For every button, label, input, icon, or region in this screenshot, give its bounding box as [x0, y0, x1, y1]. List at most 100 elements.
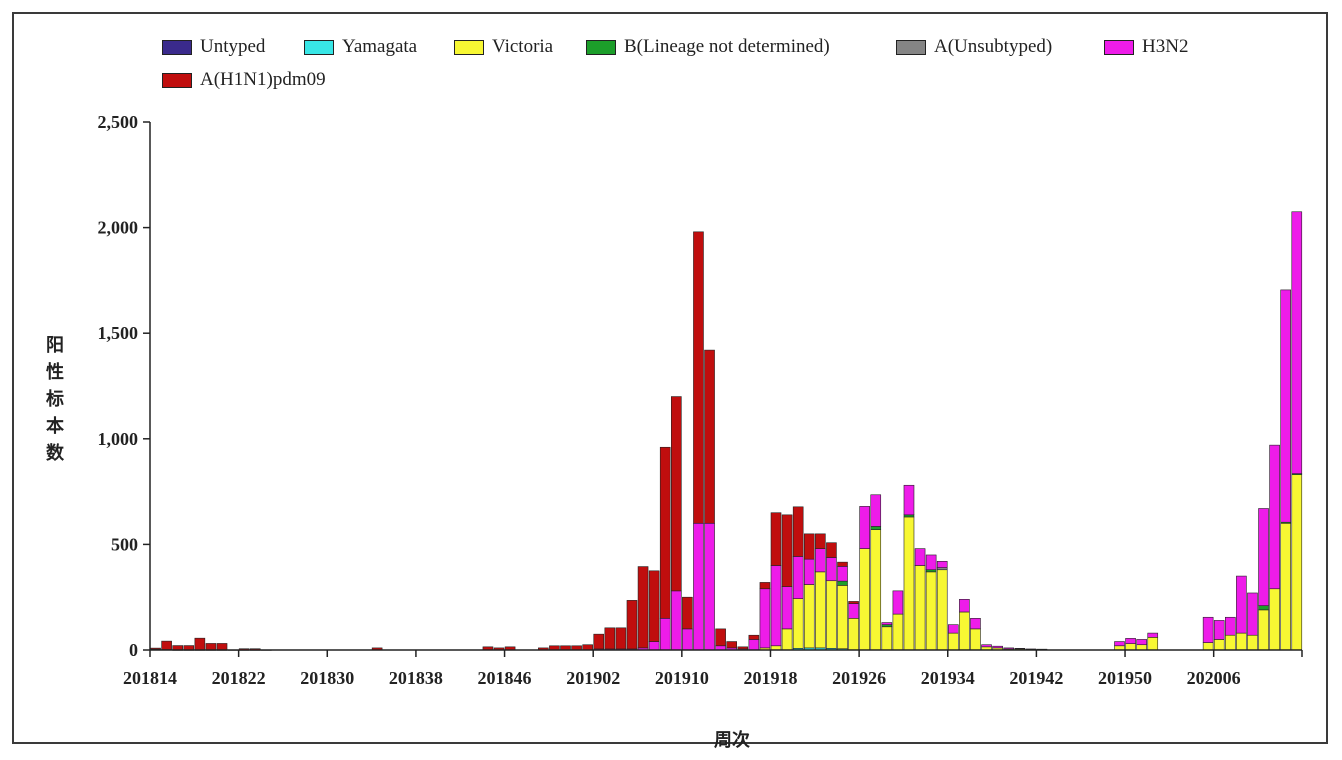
bar-segment [648, 570, 660, 642]
bar-segment [1280, 522, 1291, 651]
x-tick-label: 201822 [212, 668, 266, 688]
bar-segment [870, 529, 882, 651]
legend-label: B(Lineage not determined) [624, 36, 830, 57]
bar-segment [615, 627, 627, 650]
y-tick-label: 2,000 [98, 218, 139, 238]
bar-segment [1225, 616, 1236, 636]
bar-segment [815, 533, 826, 549]
bar-segment [781, 514, 793, 587]
bar-segment [892, 590, 904, 615]
bar-segment [205, 643, 217, 651]
bar-segment [826, 580, 837, 649]
bar-segment [959, 611, 970, 651]
bar-segment [959, 599, 970, 613]
bar-segment [837, 566, 848, 582]
bar-segment [1247, 592, 1258, 636]
bar-segment [604, 627, 616, 650]
bar-segment [792, 598, 804, 649]
bar-segment [837, 561, 848, 567]
bar-segment [848, 618, 859, 651]
bar-segment [682, 596, 693, 630]
bar-segment [1236, 575, 1247, 634]
bar-segment [726, 641, 738, 649]
legend-swatch-victoria [454, 39, 484, 55]
legend-swatch-untyped [162, 39, 192, 55]
bar-segment [803, 584, 815, 649]
legend-label: H3N2 [1142, 36, 1189, 57]
bar-segment [1247, 634, 1258, 651]
y-tick-label: 2,500 [98, 112, 139, 132]
bar-segment [1125, 643, 1136, 651]
bar-segment [903, 514, 915, 518]
bar-segment [161, 640, 172, 650]
bar-segment [150, 647, 161, 650]
bar-segment [1136, 644, 1147, 651]
bar-segment [582, 644, 593, 651]
bar-segment [1258, 605, 1269, 611]
bar-segment [704, 522, 715, 651]
bar-segment [693, 522, 704, 651]
legend-item-b-lineage-not-determined: B(Lineage not determined) [586, 36, 830, 58]
bar-segment [1147, 632, 1159, 638]
bar-segment [172, 645, 183, 651]
bar-segment [826, 542, 837, 558]
bar-segment [759, 588, 771, 649]
x-tick-label: 201926 [832, 668, 886, 688]
legend-item-h3n2: H3N2 [1104, 36, 1188, 58]
bar-segment [925, 569, 937, 573]
bar-segment [925, 571, 937, 651]
bar-segment [1213, 620, 1225, 640]
legend-label: A(Unsubtyped) [934, 36, 1053, 57]
bar-segment [194, 637, 206, 651]
bar-segment [1125, 638, 1136, 644]
x-axis-label: 周次 [714, 730, 750, 751]
bar-segment [637, 566, 649, 649]
bar-segment [770, 565, 782, 647]
bar-segment [781, 586, 793, 630]
bar-segment [715, 628, 726, 647]
bar-segment [748, 639, 760, 651]
x-tick-label: 201910 [655, 668, 709, 688]
bar-segment [216, 643, 228, 651]
legend-label: Untyped [200, 36, 266, 57]
x-tick-label: 201830 [300, 668, 354, 688]
bar-segment [848, 603, 859, 619]
bar-segment [1225, 634, 1236, 651]
bar-segment [693, 231, 704, 524]
bar-segment [737, 646, 749, 650]
bar-segment [947, 632, 959, 651]
bar-segment [670, 590, 682, 651]
bar-segment [1003, 647, 1015, 650]
bar-segment [1236, 632, 1247, 651]
legend-item-h1n1pdm09: A(H1N1)pdm09 [162, 69, 326, 91]
y-axis-label: 阳性标本数 [46, 335, 64, 464]
x-tick-label: 202006 [1187, 668, 1241, 688]
bar-segment [803, 558, 815, 585]
bar-segment [1280, 289, 1291, 523]
bar-segment [748, 634, 760, 640]
bar-segment [1213, 639, 1225, 651]
bar-segment [1014, 648, 1026, 650]
bar-segment [626, 600, 638, 650]
bar-segment [936, 569, 948, 651]
stacked-bar-chart: 0 500 1,000 1,500 2,000 2,500 201814 201822 2018… [98, 112, 1303, 688]
bar-segment [947, 624, 959, 634]
x-tick-label: 201902 [566, 668, 620, 688]
legend-swatch-h3n2 [1104, 39, 1134, 55]
legend-item-yamagata: Yamagata [304, 36, 417, 58]
y-tick-label: 1,500 [98, 323, 139, 343]
bar-segment [704, 349, 715, 524]
bar-segment [826, 557, 837, 582]
bar-segment [1258, 609, 1269, 651]
bar-segment [870, 526, 882, 530]
bar-segment [970, 628, 981, 651]
x-tick-label: 201950 [1098, 668, 1152, 688]
bar-segment [1147, 637, 1159, 651]
bar-segment [770, 512, 782, 566]
bar-segment [815, 571, 826, 649]
bar-segment [914, 565, 926, 651]
bar-segment [781, 628, 793, 651]
bar-segment [803, 533, 815, 560]
bar-segment [1269, 444, 1280, 590]
bar-segment [981, 644, 992, 648]
